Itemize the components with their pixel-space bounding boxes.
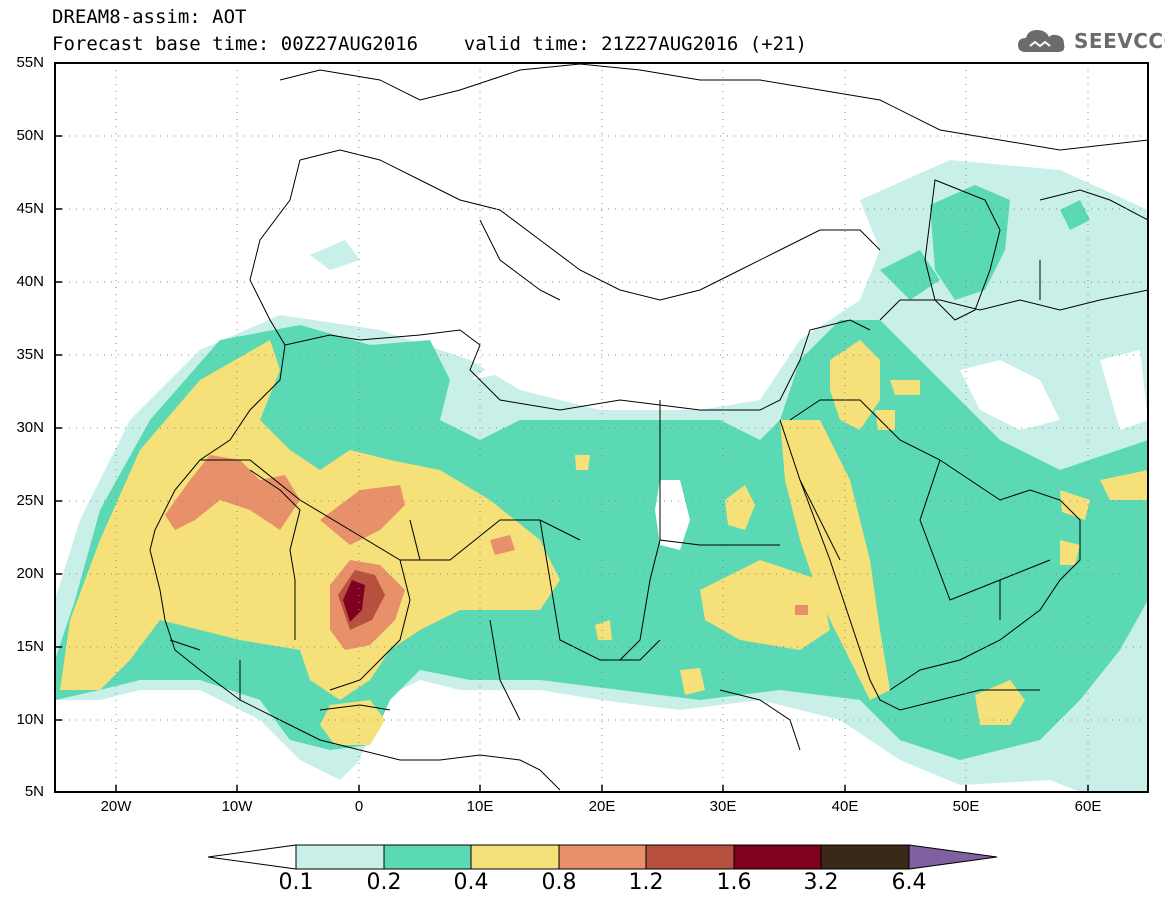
colorbar-bin-4 [558, 844, 647, 870]
lat-label: 50N [16, 127, 44, 144]
lat-label: 45N [16, 200, 44, 217]
colorbar-arrow-high [908, 844, 998, 870]
colorbar-bin-6 [733, 844, 822, 870]
lon-label: 40E [831, 798, 859, 815]
colorbar-label: 6.4 [891, 870, 927, 895]
lat-label: 10N [16, 711, 44, 728]
colorbar [207, 844, 998, 870]
lat-label: 40N [16, 273, 44, 290]
map-subtitle-times: Forecast base time: 00Z27AUG2016 valid t… [52, 33, 807, 55]
colorbar-bin-3 [470, 844, 560, 870]
lon-label: 30E [709, 798, 737, 815]
colorbar-label: 0.1 [278, 870, 314, 895]
colorbar-bin-7 [820, 844, 910, 870]
lon-label: 10W [221, 798, 253, 815]
coastlines [149, 63, 1148, 791]
aot-field-0-4 [60, 340, 1148, 745]
colorbar-label: 1.2 [628, 870, 664, 895]
colorbar-label: 0.8 [541, 870, 577, 895]
colorbar-bin-2 [383, 844, 472, 870]
lat-label: 55N [16, 54, 44, 71]
lon-label: 20E [588, 798, 616, 815]
cloud-icon [1018, 30, 1065, 52]
colorbar-bin-1 [295, 844, 385, 870]
lon-label: 60E [1074, 798, 1102, 815]
lat-label: 5N [24, 783, 44, 800]
lat-label: 15N [16, 638, 44, 655]
lon-label: 20W [100, 798, 132, 815]
lon-label: 0 [354, 798, 364, 815]
tick-marks [55, 62, 1089, 792]
colorbar-label: 1.6 [716, 870, 752, 895]
map-title: DREAM8-assim: AOT [52, 6, 247, 28]
lat-label: 20N [16, 565, 44, 582]
logo-text: SEEVCCC [1074, 29, 1165, 53]
aot-field-1-6 [343, 580, 365, 622]
lon-label: 10E [466, 798, 494, 815]
graticule [55, 63, 1148, 792]
lon-label: 50E [952, 798, 980, 815]
lat-label: 25N [16, 492, 44, 509]
colorbar-label: 0.4 [453, 870, 489, 895]
colorbar-bin-5 [645, 844, 735, 870]
lat-label: 35N [16, 346, 44, 363]
colorbar-arrow-low [207, 844, 297, 870]
lat-label: 30N [16, 419, 44, 436]
colorbar-label: 3.2 [803, 870, 839, 895]
aot-low-gaps [470, 350, 1148, 550]
logo: SEEVCCC [1016, 26, 1165, 56]
colorbar-label: 0.2 [366, 870, 402, 895]
